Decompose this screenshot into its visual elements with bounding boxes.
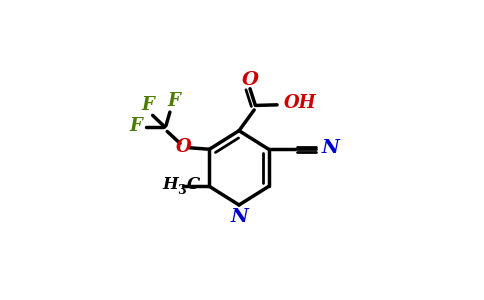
Text: 3: 3 <box>177 184 185 197</box>
Text: F: F <box>130 117 142 135</box>
Text: H: H <box>163 176 178 194</box>
Text: C: C <box>186 176 200 194</box>
Text: N: N <box>230 208 248 226</box>
Text: OH: OH <box>284 94 317 112</box>
Text: F: F <box>167 92 180 110</box>
Text: O: O <box>242 71 258 89</box>
Text: O: O <box>176 138 192 156</box>
Text: N: N <box>321 139 339 157</box>
Text: F: F <box>141 96 154 114</box>
